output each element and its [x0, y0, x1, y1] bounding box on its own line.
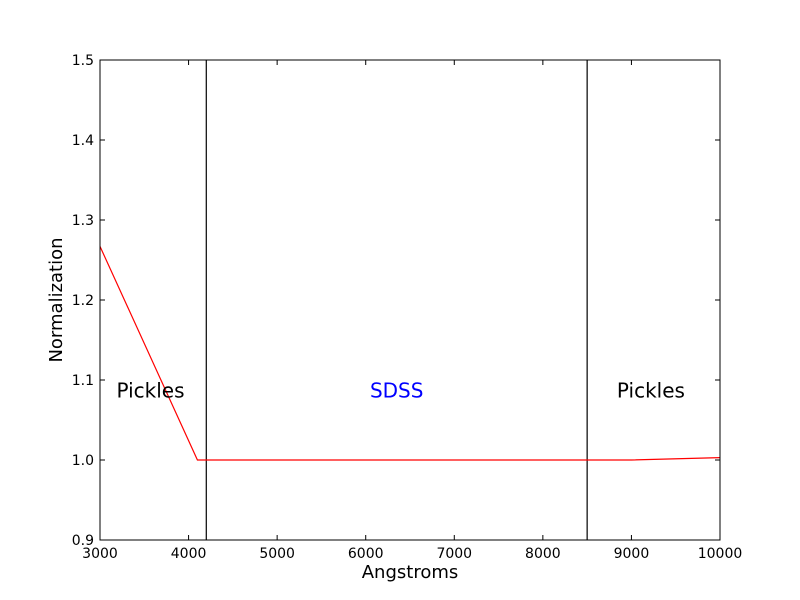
y-tick-label: 1.5 [72, 53, 94, 69]
x-tick-label: 10000 [698, 546, 743, 562]
annotation-3: Pickles [617, 378, 685, 402]
x-tick-label: 9000 [614, 546, 650, 562]
y-tick-label: 1.1 [72, 373, 94, 389]
x-tick-label: 3000 [82, 546, 118, 562]
x-axis-label: Angstroms [362, 562, 459, 583]
series-line-1 [99, 246, 721, 461]
y-tick-label: 0.9 [72, 533, 94, 549]
axis-ticks: 3000 4000 5000 6000 7000 8000 9000 10000 0.9 1.0 1… [72, 53, 743, 562]
y-tick-label: 1.0 [72, 453, 94, 469]
y-tick-label: 1.4 [72, 133, 94, 149]
annotation-2: SDSS [370, 378, 424, 402]
y-axis-label: Normalization [46, 237, 67, 362]
x-tick-label: 7000 [436, 546, 472, 562]
x-tick-label: 8000 [525, 546, 561, 562]
y-tick-label: 1.2 [72, 293, 94, 309]
y-tick-label: 1.3 [72, 213, 94, 229]
plot-area: Pickles SDSS Pickles [99, 60, 721, 540]
x-tick-label: 5000 [259, 546, 295, 562]
annotation-1: Pickles [116, 378, 184, 402]
x-tick-label: 4000 [171, 546, 207, 562]
x-tick-label: 6000 [348, 546, 384, 562]
